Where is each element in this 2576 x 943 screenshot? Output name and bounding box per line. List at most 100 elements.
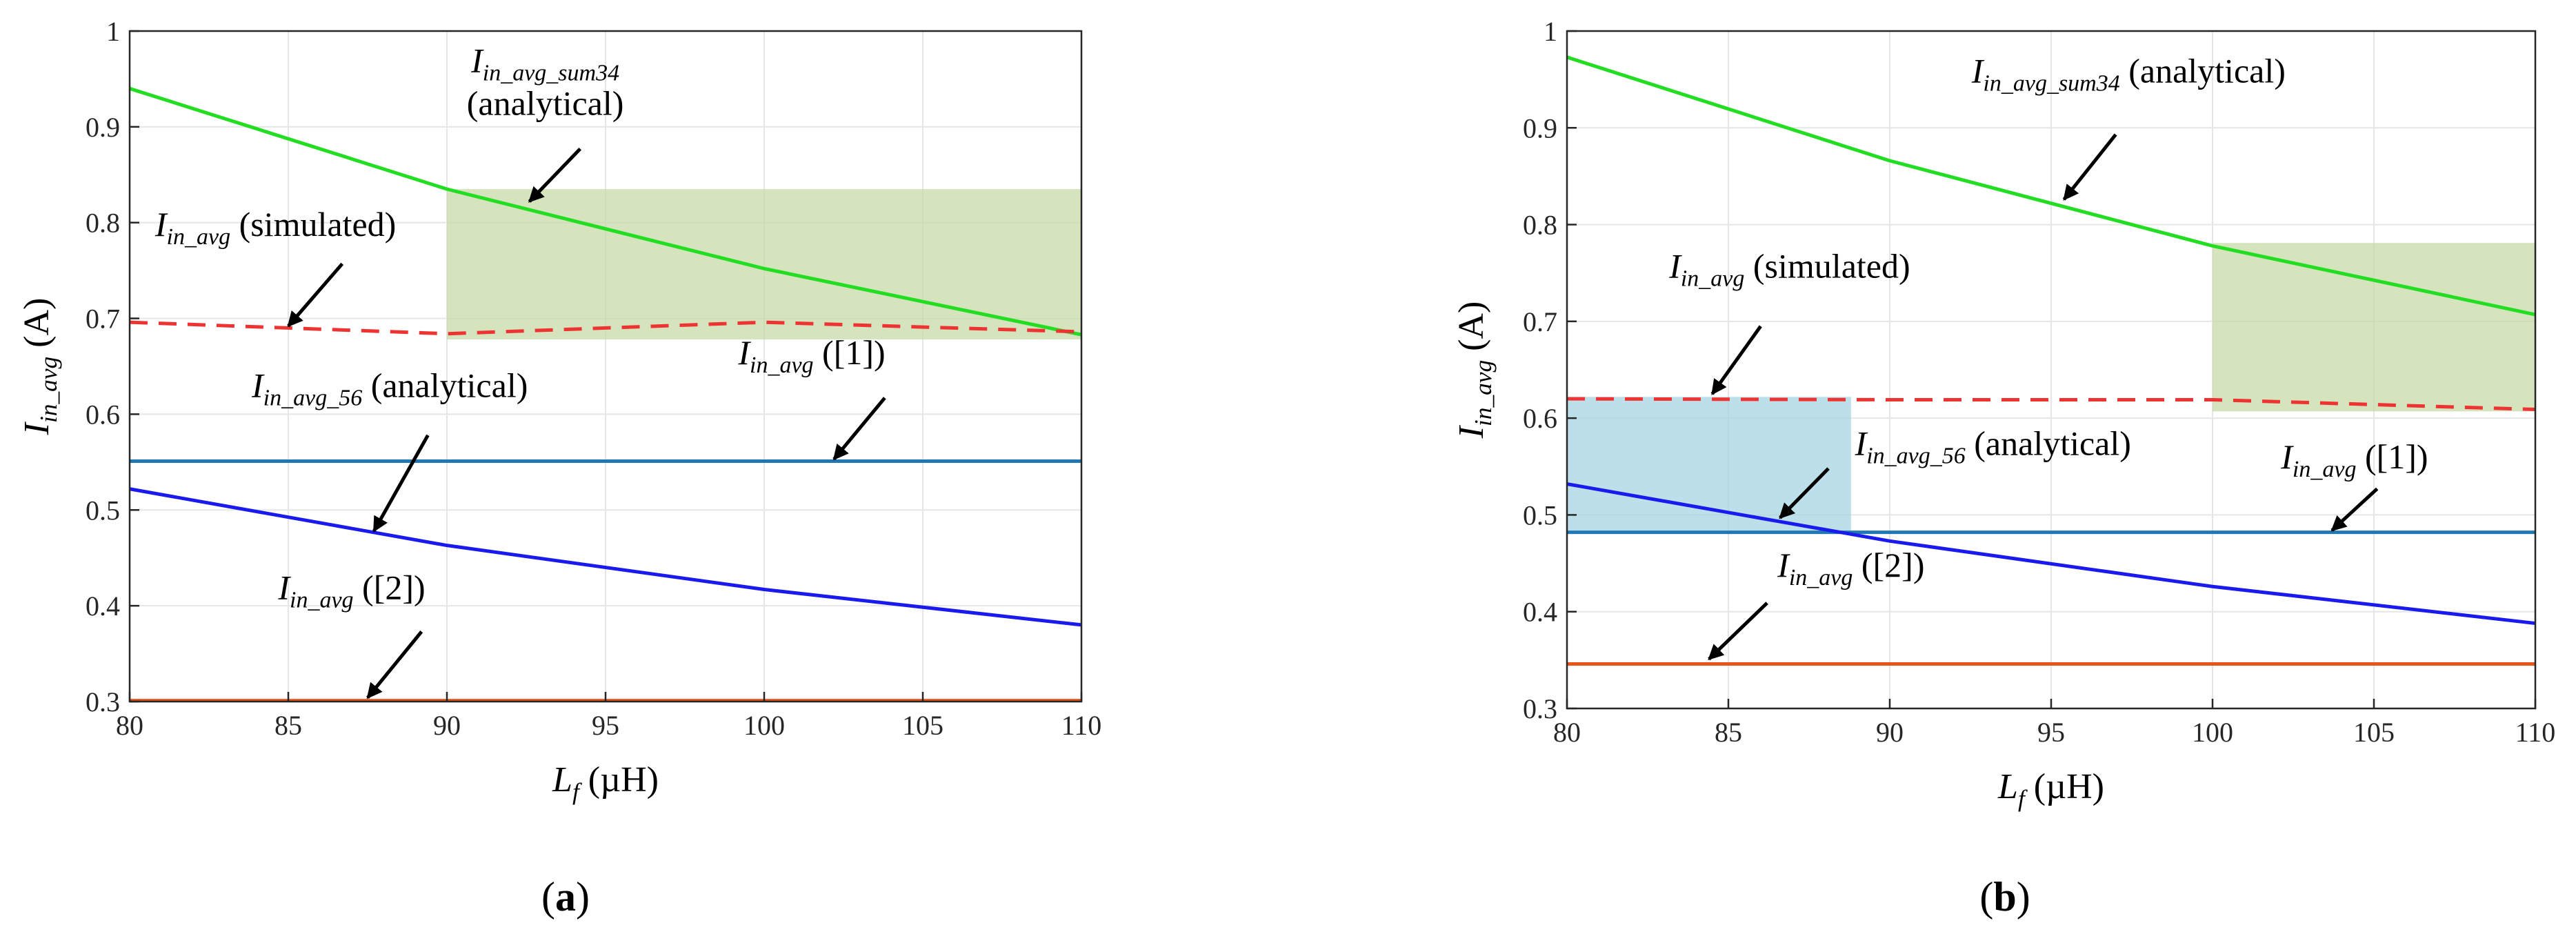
panel-label-letter: a — [555, 874, 576, 920]
annotation-label-sub: in_avg_sum34 — [483, 61, 619, 86]
x-tick-label: 85 — [274, 710, 302, 741]
annotation-arrow — [2062, 133, 2117, 201]
series-line-i-in-avg-sum34-analytical — [1566, 55, 2536, 317]
x-axis-label: Lf (µH) — [1997, 767, 2104, 812]
x-tick-label: 80 — [1553, 717, 1581, 748]
annotation-3: Iin_avg ([1]) — [2280, 437, 2428, 532]
x-tick-label: 110 — [1061, 710, 1102, 741]
annotation-label: Iin_avg_56 (analytical) — [251, 366, 528, 410]
panel-label-letter: b — [1993, 874, 2016, 920]
y-tick-label: 0.9 — [86, 112, 120, 143]
annotation-label-main: I — [154, 205, 168, 244]
annotation-arrow — [832, 397, 886, 461]
annotation-label-suffix: (simulated) — [1744, 247, 1910, 286]
annotation-label: Iin_avg ([2]) — [277, 568, 425, 613]
x-tick-label: 80 — [116, 710, 143, 741]
annotation-label-main: I — [470, 41, 484, 80]
annotation-label: Iin_avg ([1]) — [2280, 437, 2428, 482]
y-axis-label: Iin_avg (A) — [1452, 301, 1497, 439]
x-axis-label-unit: (µH) — [2025, 767, 2104, 806]
panel-label: (b) — [1979, 874, 2030, 920]
annotation-label-sub: in_avg — [1789, 565, 1853, 590]
annotation-arrow — [1779, 467, 1830, 519]
y-axis-label-main: I — [17, 421, 57, 435]
y-tick-label: 0.7 — [1523, 306, 1557, 337]
annotation-label-sub: in_avg_sum34 — [1983, 70, 2119, 96]
y-tick-label: 0.4 — [86, 590, 120, 622]
y-axis-label-main: I — [1452, 424, 1491, 439]
x-tick-label: 95 — [2037, 717, 2065, 748]
annotation-label-suffix: (analytical) — [2120, 51, 2286, 90]
annotation-2: Iin_avg_56 (analytical) — [251, 366, 528, 533]
x-tick-label: 105 — [2353, 717, 2395, 748]
annotation-arrow — [372, 434, 430, 533]
shaded-region-1 — [1567, 397, 1851, 533]
annotation-label-suffix: ([1]) — [814, 333, 886, 372]
y-tick-label: 1 — [1544, 16, 1557, 47]
y-tick-label: 0.9 — [1523, 112, 1557, 143]
annotation-0: Iin_avg_sum34(analytical) — [467, 41, 624, 203]
panel-label-close: ) — [576, 874, 590, 920]
annotation-label: Iin_avg ([2]) — [1777, 546, 1924, 590]
annotation-label: Iin_avg ([1]) — [737, 333, 885, 378]
y-tick-label: 0.3 — [1523, 693, 1557, 724]
x-tick-label: 90 — [1876, 717, 1904, 748]
annotation-label-sub: in_avg — [167, 224, 231, 250]
shaded-region-0 — [2213, 243, 2535, 412]
annotation-label-main: I — [1777, 546, 1790, 584]
annotation-label-sub: in_avg — [290, 587, 354, 613]
annotation-label-suffix: ([2]) — [1853, 546, 1924, 584]
x-tick-label: 100 — [2192, 717, 2233, 748]
annotation-label: Iin_avg_sum34 — [470, 41, 619, 86]
annotation-4: Iin_avg ([2]) — [1708, 546, 1924, 661]
y-axis-label-sub: in_avg — [34, 357, 62, 423]
panel-label-open: ( — [541, 874, 555, 920]
annotation-label-main: I — [251, 366, 265, 404]
x-tick-label: 110 — [2515, 717, 2556, 748]
annotation-label: Iin_avg (simulated) — [1668, 247, 1910, 292]
annotation-label: Iin_avg (simulated) — [154, 205, 396, 250]
annotation-arrow — [1708, 602, 1768, 661]
y-tick-label: 0.4 — [1523, 597, 1557, 628]
annotation-arrow — [2330, 487, 2379, 532]
x-tick-label: 100 — [743, 710, 785, 741]
annotation-arrow — [287, 262, 344, 328]
x-tick-label: 95 — [592, 710, 619, 741]
annotation-label-sub: in_avg — [2293, 457, 2357, 482]
chart-panel-a: 80 85 90 95 100 105 110 0.3 0.4 0.5 0.6 0.7 0.8 0.9 1 L… — [17, 16, 1101, 920]
x-tick-label: 90 — [433, 710, 461, 741]
annotation-arrow — [1710, 325, 1762, 395]
annotation-1: Iin_avg (simulated) — [1668, 247, 1910, 395]
annotation-label-main: I — [1971, 51, 1985, 90]
panel-label-open: ( — [1979, 874, 1993, 920]
annotation-label-main: I — [737, 333, 751, 372]
annotation-label-line2: (analytical) — [467, 84, 624, 123]
annotation-2: Iin_avg_56 (analytical) — [1779, 424, 2131, 519]
annotation-label-suffix: (analytical) — [1966, 424, 2131, 462]
y-axis-label-sub: in_avg — [1469, 360, 1497, 426]
annotation-label: Iin_avg_sum34 (analytical) — [1971, 51, 2286, 96]
series-line-i-in-avg-56-analytical — [129, 487, 1082, 627]
annotation-1: Iin_avg (simulated) — [154, 205, 396, 328]
y-tick-label: 0.7 — [86, 304, 120, 335]
annotation-3: Iin_avg ([1]) — [737, 333, 886, 461]
x-axis-label-main: L — [1997, 767, 2018, 806]
y-tick-label: 0.8 — [1523, 210, 1557, 241]
y-axis-label-unit: (A) — [1452, 301, 1491, 360]
y-tick-label: 0.5 — [86, 495, 120, 526]
annotation-label-sub: in_avg_56 — [263, 385, 363, 410]
x-tick-label: 105 — [902, 710, 943, 741]
x-axis-label-main: L — [552, 760, 572, 800]
y-tick-label: 0.5 — [1523, 499, 1557, 530]
y-tick-label: 0.6 — [86, 399, 120, 430]
x-axis-label-unit: (µH) — [579, 760, 659, 800]
series-line-i-in-avg-simulated — [1566, 397, 2536, 412]
series-line-i-in-avg-sum34-analytical — [129, 86, 1082, 337]
annotation-label: Iin_avg_56 (analytical) — [1855, 424, 2131, 468]
panel-label-close: ) — [2017, 874, 2030, 920]
annotation-arrow — [528, 148, 582, 203]
annotation-label-suffix: ([2]) — [354, 568, 426, 606]
annotation-arrow — [366, 631, 423, 699]
annotation-label-suffix: ([1]) — [2356, 437, 2428, 476]
